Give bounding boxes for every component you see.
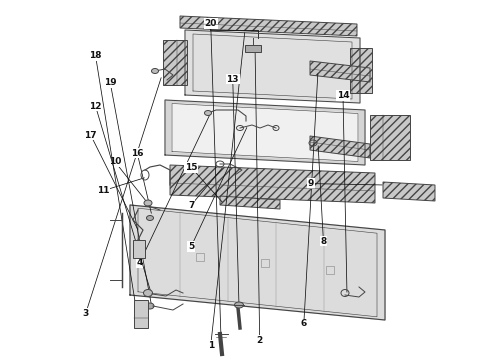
Text: 13: 13 bbox=[226, 75, 239, 84]
Text: 10: 10 bbox=[109, 157, 122, 166]
Polygon shape bbox=[172, 104, 358, 162]
Text: 17: 17 bbox=[84, 130, 97, 139]
Ellipse shape bbox=[144, 200, 152, 206]
Polygon shape bbox=[350, 48, 372, 93]
Text: 6: 6 bbox=[301, 320, 307, 328]
Polygon shape bbox=[130, 205, 385, 320]
Ellipse shape bbox=[204, 111, 212, 116]
Polygon shape bbox=[185, 30, 360, 103]
Ellipse shape bbox=[147, 216, 153, 220]
Ellipse shape bbox=[235, 302, 244, 308]
Text: 19: 19 bbox=[104, 78, 117, 87]
Polygon shape bbox=[310, 61, 370, 82]
Polygon shape bbox=[163, 40, 187, 85]
Text: 7: 7 bbox=[188, 201, 195, 210]
Text: 15: 15 bbox=[185, 163, 197, 172]
Text: 1: 1 bbox=[208, 341, 214, 350]
Polygon shape bbox=[383, 182, 435, 201]
Text: 12: 12 bbox=[89, 102, 102, 111]
Text: 14: 14 bbox=[337, 91, 349, 100]
Text: 4: 4 bbox=[136, 258, 143, 267]
Bar bbox=[245, 45, 261, 52]
Polygon shape bbox=[165, 100, 365, 165]
Text: 16: 16 bbox=[131, 149, 144, 158]
Polygon shape bbox=[370, 115, 410, 160]
Text: 18: 18 bbox=[89, 51, 102, 60]
Ellipse shape bbox=[144, 289, 152, 297]
Text: 5: 5 bbox=[188, 242, 194, 251]
Ellipse shape bbox=[151, 68, 158, 73]
Polygon shape bbox=[310, 136, 370, 158]
Text: 9: 9 bbox=[308, 179, 315, 188]
Polygon shape bbox=[170, 165, 375, 203]
Polygon shape bbox=[180, 16, 357, 36]
Bar bbox=[326, 266, 334, 274]
Text: 8: 8 bbox=[320, 237, 326, 246]
Text: 11: 11 bbox=[97, 186, 109, 195]
Bar bbox=[133, 240, 145, 258]
Polygon shape bbox=[220, 196, 280, 209]
Bar bbox=[261, 259, 269, 267]
Bar bbox=[134, 300, 148, 328]
Text: 20: 20 bbox=[204, 19, 217, 28]
Text: 3: 3 bbox=[83, 309, 89, 318]
Ellipse shape bbox=[146, 303, 154, 309]
Text: 2: 2 bbox=[257, 336, 263, 345]
Bar bbox=[196, 253, 204, 261]
